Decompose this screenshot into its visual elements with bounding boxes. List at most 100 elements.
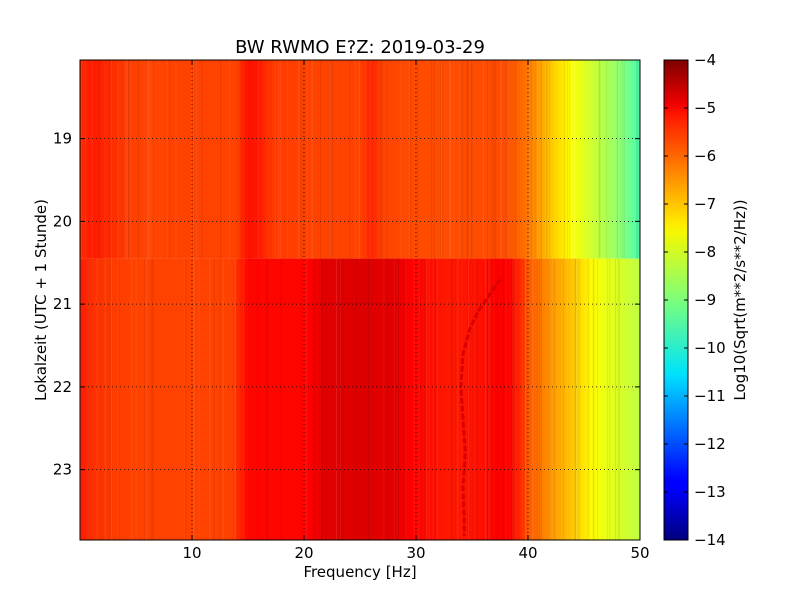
texture-streak [302,60,304,259]
texture-streak [614,258,616,540]
heatmap-cell-after [287,258,291,540]
texture-streak [496,258,498,540]
texture-streak [535,60,537,259]
texture-streak [606,258,608,540]
texture-streak [364,60,366,259]
texture-streak [270,60,272,259]
heatmap-cell-after [385,258,389,540]
heatmap-cell-after [200,258,204,540]
texture-streak [574,60,576,259]
texture-streak [505,60,507,259]
texture-streak [118,258,120,540]
heatmap-cell-before [189,60,193,259]
heatmap-cell-before [516,60,520,259]
texture-streak [488,258,490,540]
heatmap-cell-before [600,60,604,259]
texture-streak [321,258,323,540]
heatmap-cell-after [245,258,249,540]
heatmap-cell-after [561,258,565,540]
heatmap-cell-after [169,258,173,540]
heatmap-cell-after [323,258,327,540]
heatmap-cell-after [421,258,425,540]
texture-streak [241,60,243,259]
texture-streak [454,258,456,540]
heatmap-cell-before [192,60,196,259]
heatmap-cell-before [452,60,456,259]
heatmap-cell-before [326,60,330,259]
heatmap-cell-after [488,258,492,540]
texture-streak [321,258,323,540]
texture-streak [80,258,82,540]
texture-streak [511,258,513,540]
heatmap-cell-before [245,60,249,259]
texture-streak [91,60,93,259]
heatmap-cell-before [301,60,305,259]
heatmap-cell-before [606,60,610,259]
texture-streak [301,60,303,259]
heatmap-cell-before [390,60,394,259]
heatmap-cell-before [259,60,263,259]
heatmap-cell-after [256,258,260,540]
texture-streak [297,60,299,259]
texture-streak [110,60,112,259]
heatmap-cell-after [194,258,198,540]
heatmap-cell-before [483,60,487,259]
colorbar-tick-label: −14 [694,531,726,549]
texture-streak [386,60,388,259]
texture-streak [169,60,171,259]
heatmap-cell-before [497,60,501,259]
heatmap-cell-after [304,258,308,540]
heatmap-cell-before [564,60,568,259]
texture-streak [434,258,436,540]
heatmap-cell-before [424,60,428,259]
heatmap-cell-after [141,258,145,540]
texture-streak [381,60,383,259]
heatmap-cell-before [620,60,624,259]
heatmap-cell-after [446,258,450,540]
heatmap-cell-after [217,258,221,540]
heatmap-cell-after [564,258,568,540]
texture-streak [473,258,475,540]
heatmap-cell-after [136,258,140,540]
texture-streak [332,60,334,259]
texture-streak [123,60,125,259]
heatmap-cell-after [183,258,187,540]
heatmap-cell-before [402,60,406,259]
heatmap-cell-before [550,60,554,259]
texture-streak [432,258,434,540]
heatmap-cell-after [102,258,106,540]
heatmap-cell-after [99,258,103,540]
heatmap-cell-before [276,60,280,259]
heatmap-cell-before [446,60,450,259]
texture-streak [128,60,130,259]
texture-streak [610,258,612,540]
heatmap-cell-before [113,60,117,259]
heatmap-cell-after [393,258,397,540]
heatmap-cell-before [505,60,509,259]
heatmap-cell-after [396,258,400,540]
texture-streak [190,60,192,259]
heatmap-cell-before [292,60,296,259]
heatmap-cell-before [298,60,302,259]
heatmap-cell-before [346,60,350,259]
colorbar-ticks: −4 −5 −6 −7 −8 −9 −10 −11 −12 −13 −14 [664,51,726,549]
texture-streak [397,258,399,540]
texture-streak [573,60,575,259]
texture-streak [337,60,339,259]
heatmap-cell-after [494,258,498,540]
texture-streak [511,258,513,540]
heatmap-cell-after [612,258,616,540]
texture-streak [612,60,614,259]
texture-streak [397,258,399,540]
heatmap-cell-after [220,258,224,540]
texture-streak [354,60,356,259]
heatmap-cell-after [346,258,350,540]
texture-streak [630,258,632,540]
texture-streak [410,60,412,259]
texture-streak [109,60,111,259]
heatmap-area [80,60,640,540]
texture-streak [159,60,161,259]
texture-streak [514,60,516,259]
texture-streak [257,60,259,259]
texture-streak [216,60,218,259]
